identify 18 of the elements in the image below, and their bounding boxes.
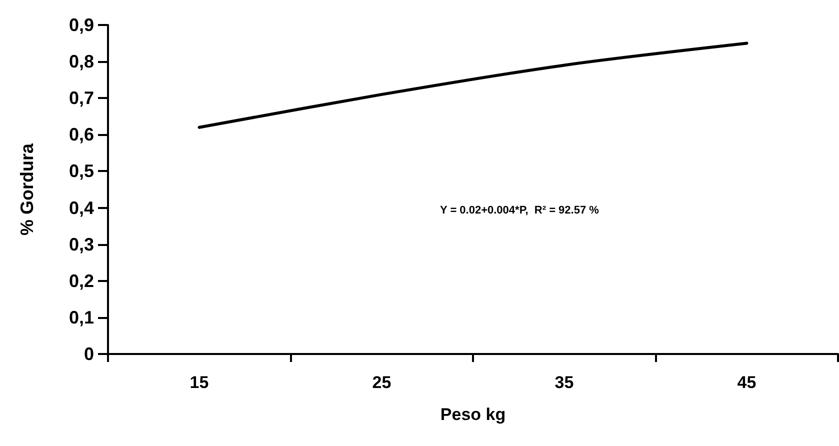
y-tick-label: 0,1 xyxy=(68,307,94,328)
line-series xyxy=(198,42,748,129)
x-tick-label: 45 xyxy=(737,373,756,392)
annotation: Y = 0.02+0.004*P, R² = 92.57 % xyxy=(440,204,600,216)
y-tick-label: 0,6 xyxy=(68,124,94,145)
x-tick-label: 25 xyxy=(372,373,392,392)
x-axis-title: Peso kg xyxy=(440,405,506,424)
y-tick-label: 0 xyxy=(84,344,94,364)
y-axis-title: % Gordura xyxy=(17,142,37,236)
y-tick-label: 0,3 xyxy=(68,234,94,254)
y-tick-label: 0,8 xyxy=(68,52,94,72)
y-tick-label: 0,5 xyxy=(68,161,94,182)
x-tick-label: 35 xyxy=(554,373,574,392)
y-tick-label: 0,9 xyxy=(68,15,94,35)
y-tick-label: 0,4 xyxy=(68,198,94,218)
x-tick-label: 15 xyxy=(190,373,209,392)
y-tick-label: 0,7 xyxy=(68,88,94,108)
y-tick-label: 0,2 xyxy=(68,270,94,291)
